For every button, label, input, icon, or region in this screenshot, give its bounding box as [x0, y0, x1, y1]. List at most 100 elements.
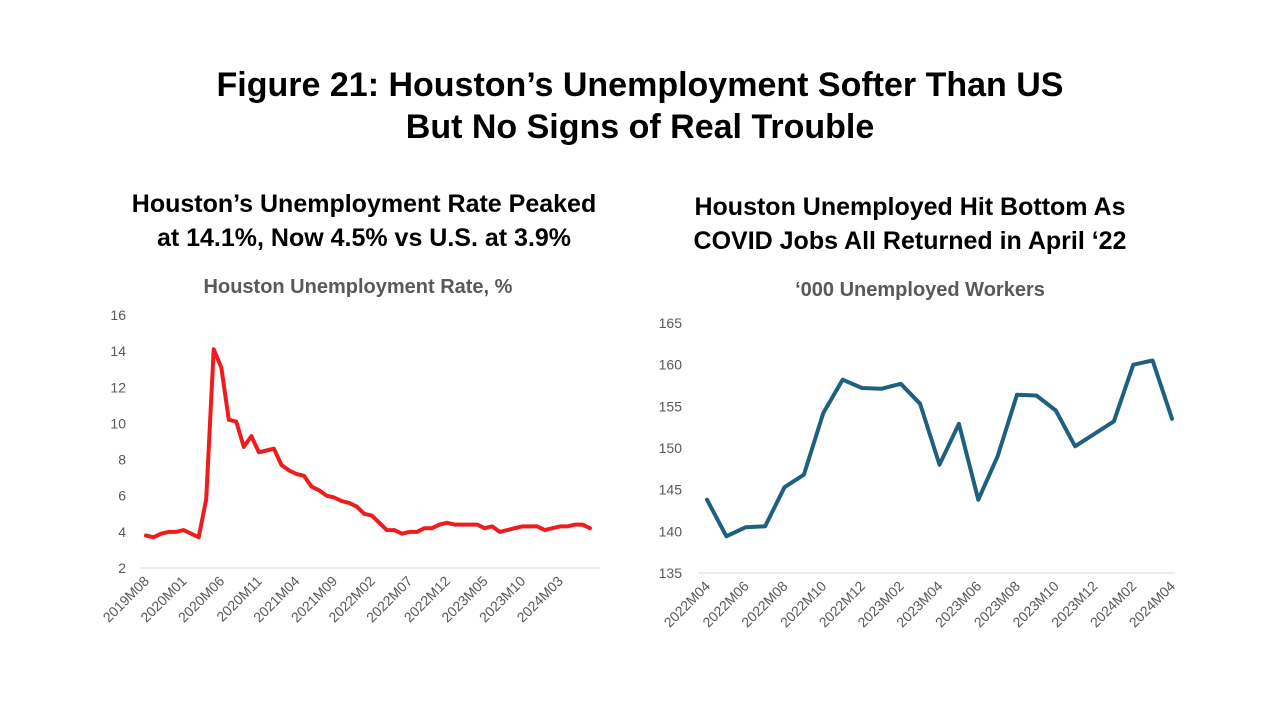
left-data-point	[498, 530, 502, 534]
right-data-point	[918, 402, 922, 406]
left-data-point	[287, 468, 291, 472]
unemployment-rate-chart: 2468101214162019M082020M012020M062020M11…	[100, 307, 600, 625]
right-data-point	[763, 524, 767, 528]
left-data-point	[490, 524, 494, 528]
left-series-line	[144, 347, 592, 540]
right-data-point	[938, 463, 942, 467]
left-data-point	[573, 523, 577, 527]
left-y-tick-label: 6	[118, 488, 126, 504]
left-data-point	[212, 347, 216, 351]
left-data-point	[219, 365, 223, 369]
left-data-point	[272, 447, 276, 451]
left-data-point	[407, 530, 411, 534]
right-data-point	[1112, 419, 1116, 423]
left-data-point	[453, 523, 457, 527]
left-data-point	[340, 499, 344, 503]
left-y-tick-label: 16	[110, 307, 126, 323]
right-data-point	[1034, 394, 1038, 398]
left-data-point	[362, 512, 366, 516]
right-panel-heading: Houston Unemployed Hit Bottom As COVID J…	[610, 190, 1210, 258]
left-data-point	[588, 526, 592, 530]
left-data-point	[468, 523, 472, 527]
right-y-tick-label: 145	[659, 482, 683, 498]
left-data-point	[438, 523, 442, 527]
left-data-point	[159, 532, 163, 536]
left-data-point	[347, 501, 351, 505]
left-data-point	[144, 534, 148, 538]
figure-title-line2: But No Signs of Real Trouble	[405, 108, 875, 146]
left-data-point	[302, 474, 306, 478]
left-data-point	[377, 521, 381, 525]
left-data-point	[445, 521, 449, 525]
right-data-point	[724, 534, 728, 538]
left-y-tick-label: 8	[118, 452, 126, 468]
right-data-point	[899, 382, 903, 386]
left-data-point	[167, 530, 171, 534]
left-data-point	[295, 472, 299, 476]
left-data-point	[332, 496, 336, 500]
left-data-point	[520, 524, 524, 528]
left-y-tick-label: 4	[118, 524, 126, 540]
right-data-point	[976, 498, 980, 502]
right-data-point	[783, 485, 787, 489]
left-heading-line1: Houston’s Unemployment Rate Peaked	[131, 190, 597, 218]
right-data-point	[860, 386, 864, 390]
left-data-point	[355, 505, 359, 509]
left-data-point	[513, 526, 517, 530]
right-data-point	[1015, 393, 1019, 397]
figure-title-line1: Figure 21: Houston’s Unemployment Softer…	[216, 66, 1064, 104]
right-y-tick-label: 150	[659, 440, 683, 456]
right-y-tick-label: 140	[659, 523, 683, 539]
right-chart-title: ‘000 Unemployed Workers	[795, 279, 1045, 301]
left-data-point	[422, 526, 426, 530]
left-data-point	[189, 532, 193, 536]
left-data-point	[550, 526, 554, 530]
left-data-point	[325, 494, 329, 498]
left-y-tick-label: 2	[118, 560, 126, 576]
figure-title: Figure 21: Houston’s Unemployment Softer…	[0, 64, 1280, 148]
right-data-point	[1073, 444, 1077, 448]
right-data-point	[1170, 417, 1174, 421]
left-data-point	[182, 528, 186, 532]
right-y-tick-label: 165	[659, 315, 683, 331]
left-heading-line2: at 14.1%, Now 4.5% vs U.S. at 3.9%	[156, 224, 572, 252]
unemployed-workers-chart: 1351401451501551601652022M042022M062022M…	[659, 315, 1179, 630]
left-data-point	[581, 523, 585, 527]
right-data-point	[1093, 432, 1097, 436]
left-data-point	[505, 528, 509, 532]
right-heading-line2: COVID Jobs All Returned in April ‘22	[693, 227, 1127, 255]
left-data-point	[535, 524, 539, 528]
left-data-point	[430, 526, 434, 530]
right-data-point	[996, 454, 1000, 458]
right-data-point	[821, 411, 825, 415]
left-y-tick-label: 14	[110, 343, 126, 359]
left-data-point	[174, 530, 178, 534]
left-data-point	[400, 532, 404, 536]
left-y-tick-label: 12	[110, 379, 126, 395]
left-data-point	[385, 528, 389, 532]
left-data-point	[558, 524, 562, 528]
right-data-point	[1151, 359, 1155, 363]
right-y-tick-label: 135	[659, 565, 683, 581]
left-data-point	[249, 434, 253, 438]
right-data-point	[802, 473, 806, 477]
right-data-point	[1131, 363, 1135, 367]
left-data-point	[460, 523, 464, 527]
right-y-tick-label: 160	[659, 357, 683, 373]
left-data-point	[264, 449, 268, 453]
left-data-point	[234, 420, 238, 424]
right-heading-line1: Houston Unemployed Hit Bottom As	[694, 193, 1126, 221]
left-data-point	[197, 535, 201, 539]
left-data-point	[543, 528, 547, 532]
left-data-point	[565, 524, 569, 528]
right-data-point	[1054, 409, 1058, 413]
left-y-tick-label: 10	[110, 415, 126, 431]
right-data-point	[957, 422, 961, 426]
right-data-point	[705, 498, 709, 502]
left-data-point	[392, 528, 396, 532]
left-data-point	[370, 514, 374, 518]
left-data-point	[310, 485, 314, 489]
right-data-point	[841, 378, 845, 382]
left-chart-title: Houston Unemployment Rate, %	[203, 276, 513, 298]
right-data-point	[879, 387, 883, 391]
